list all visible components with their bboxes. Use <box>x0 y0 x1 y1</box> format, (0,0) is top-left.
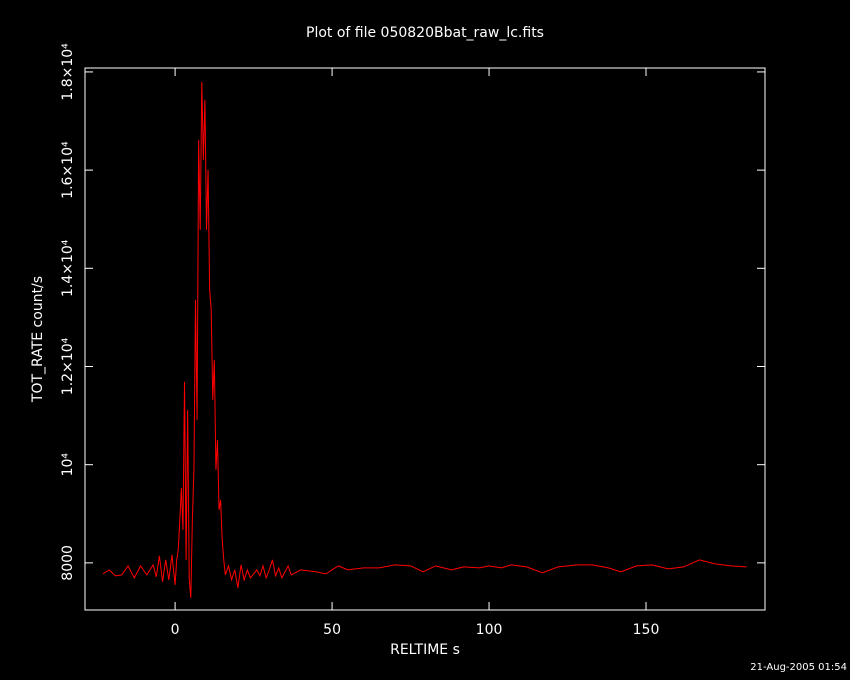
y-tick-label: 10⁴ <box>60 453 76 477</box>
x-tick-label: 50 <box>323 622 341 638</box>
chart-title: Plot of file 050820Bbat_raw_lc.fits <box>306 25 544 41</box>
y-tick-label: 1.8×10⁴ <box>60 43 76 101</box>
x-tick-label: 100 <box>476 622 503 638</box>
x-tick-label: 150 <box>633 622 660 638</box>
x-tick-label: 0 <box>171 622 180 638</box>
light-curve <box>102 81 747 598</box>
y-tick-label: 1.4×10⁴ <box>60 239 76 297</box>
footer-timestamp: 21-Aug-2005 01:54 <box>750 662 847 673</box>
y-axis-label: TOT_RATE count/s <box>30 276 46 403</box>
y-tick-label: 1.2×10⁴ <box>60 337 76 395</box>
plot-frame <box>84 67 766 611</box>
y-tick-label: 8000 <box>60 545 76 581</box>
y-tick-label: 1.6×10⁴ <box>60 141 76 199</box>
x-axis-label: RELTIME s <box>390 642 460 658</box>
